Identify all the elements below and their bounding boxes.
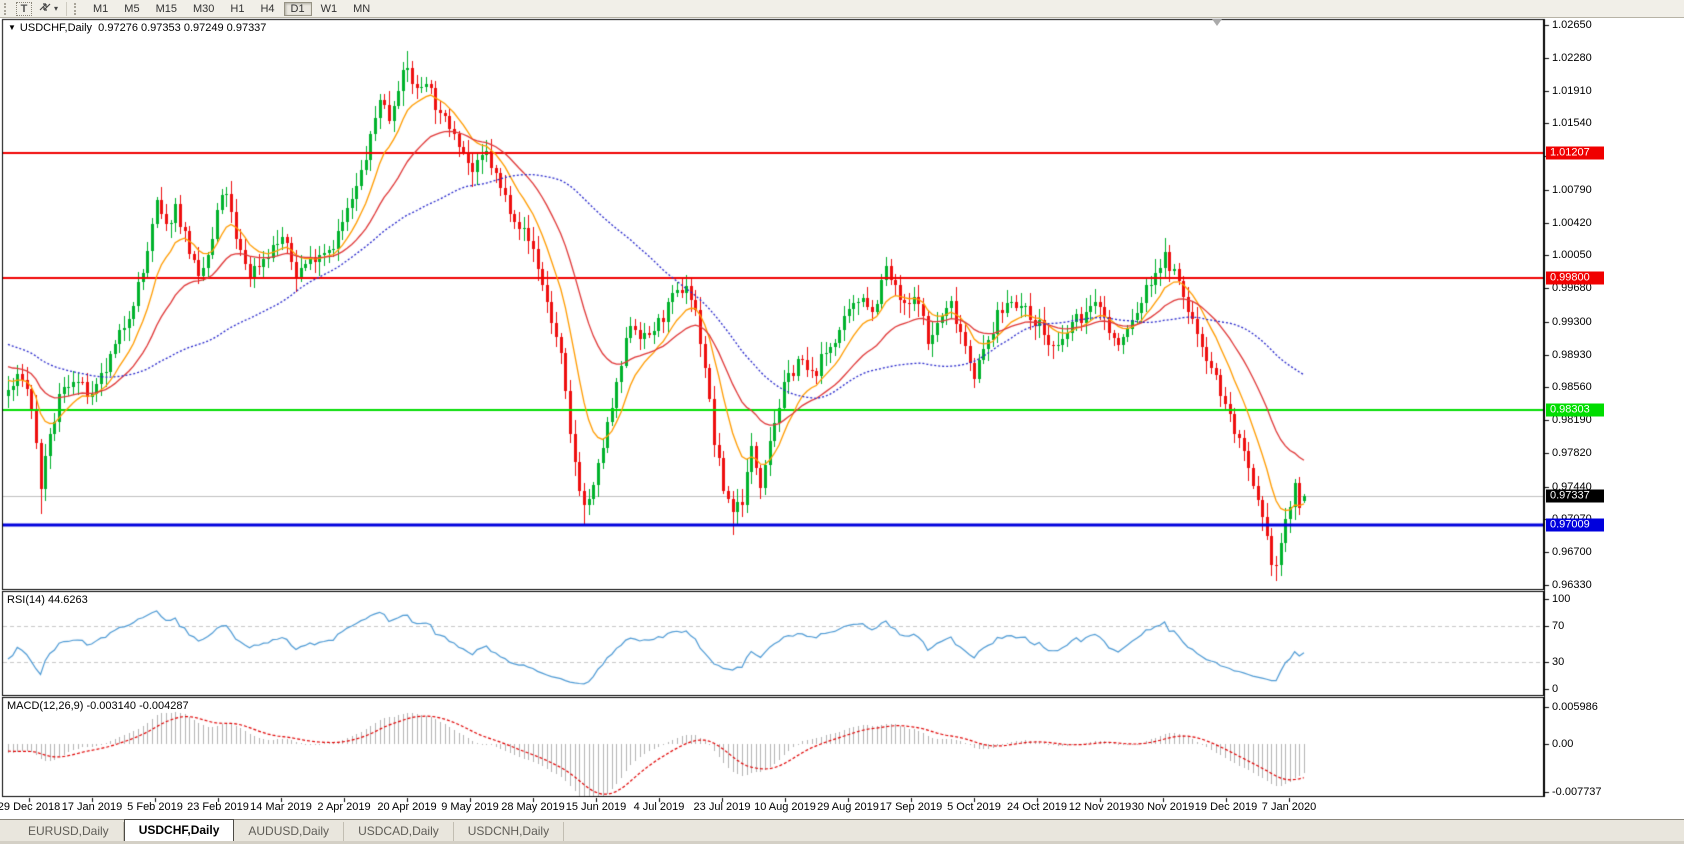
macd-tick-label: 0.005986 (1552, 700, 1598, 713)
pointer-tool-button[interactable]: ▾ (34, 2, 62, 16)
x-axis-date-label: 29 Dec 2018 (0, 801, 61, 813)
price-line-label[interactable]: 0.98303 (1546, 403, 1604, 417)
x-axis-date-label: 7 Jan 2020 (1261, 801, 1317, 813)
rsi-tick-label: 0 (1552, 682, 1559, 695)
x-axis-date-label: 2 Apr 2019 (317, 801, 371, 813)
x-axis-date-label: 28 May 2019 (501, 801, 565, 813)
toolbar-separator (66, 1, 68, 16)
macd-tick-label: 0.00 (1552, 738, 1574, 750)
toolbar: T ▾ M1 M5 M15 M30 H1 H4 D1 W1 MN (0, 0, 1684, 18)
y-axis-tick-label: 0.99680 (1552, 282, 1592, 295)
timeframe-button-h4[interactable]: H4 (260, 2, 275, 15)
timeframe-button-m5[interactable]: M5 (124, 2, 140, 15)
y-axis-tick-label: 0.99300 (1552, 315, 1592, 328)
x-axis-date-label: 5 Oct 2019 (947, 801, 1001, 813)
x-axis-date-label: 24 Oct 2019 (1007, 801, 1067, 813)
chart-tabs-bar: EURUSD,Daily USDCHF,Daily AUDUSD,Daily USDC… (0, 819, 1684, 841)
chart-canvas[interactable] (0, 18, 1684, 818)
pointer-tool-icon (38, 1, 52, 16)
y-axis-tick-label: 1.00420 (1552, 216, 1592, 229)
price-line-label[interactable]: 0.97009 (1546, 518, 1604, 532)
tab-usdchf-daily[interactable]: USDCHF,Daily (123, 819, 235, 841)
tab-eurusd-daily[interactable]: EURUSD,Daily (14, 822, 124, 841)
x-axis-date-label: 5 Feb 2019 (127, 801, 183, 813)
y-axis-tick-label: 0.96700 (1552, 546, 1592, 559)
price-line-label[interactable]: 1.01207 (1546, 146, 1604, 160)
timeframe-button-d1[interactable]: D1 (283, 1, 312, 16)
y-axis-tick-label: 1.02280 (1552, 51, 1592, 64)
tab-audusd-daily[interactable]: AUDUSD,Daily (234, 822, 345, 841)
y-axis-tick-label: 0.96330 (1552, 578, 1592, 591)
ohlc-high: 0.97353 (141, 22, 181, 34)
x-axis-date-label: 4 Jul 2019 (633, 801, 685, 813)
y-axis-tick-label: 1.01910 (1552, 84, 1592, 97)
y-axis-tick-label: 1.02650 (1552, 19, 1592, 31)
x-axis-date-label: 15 Jun 2019 (565, 801, 627, 813)
rsi-tick-label: 100 (1552, 592, 1571, 605)
chart-header: ▼ USDCHF,Daily 0.97276 0.97353 0.97249 0.… (8, 22, 266, 34)
timeframe-button-h1[interactable]: H1 (230, 2, 245, 15)
x-axis-date-label: 23 Feb 2019 (187, 801, 249, 813)
ohlc-close: 0.97337 (226, 22, 267, 34)
x-axis-date-label: 12 Nov 2019 (1068, 801, 1132, 813)
y-axis-tick-label: 1.01540 (1552, 117, 1592, 130)
y-axis-tick-label: 0.98930 (1552, 348, 1592, 361)
x-axis-date-label: 9 May 2019 (441, 801, 499, 813)
timeframe-button-w1[interactable]: W1 (320, 2, 338, 15)
x-axis-date-label: 23 Jul 2019 (693, 801, 751, 813)
current-price-label: 0.97337 (1546, 489, 1604, 503)
tab-usdcnh-daily[interactable]: USDCNH,Daily (454, 822, 565, 841)
x-axis-date-label: 17 Jan 2019 (61, 801, 123, 813)
symbol-title: USDCHF,Daily (19, 22, 93, 34)
text-tool-button[interactable]: T (16, 1, 32, 16)
ohlc-open: 0.97276 (98, 22, 138, 34)
price-line-label[interactable]: 0.99800 (1546, 271, 1604, 285)
x-axis-date-label: 30 Nov 2019 (1131, 801, 1195, 813)
shift-marker-icon[interactable] (1212, 19, 1222, 26)
x-axis-date-label: 19 Dec 2019 (1194, 801, 1258, 813)
y-axis-tick-label: 1.00790 (1552, 183, 1592, 196)
chevron-down-icon: ▾ (54, 4, 59, 13)
x-axis-date-label: 17 Sep 2019 (879, 801, 943, 813)
toolbar-grip[interactable] (74, 2, 80, 15)
rsi-label: RSI(14) 44.6263 (7, 594, 88, 606)
timeframe-button-m30[interactable]: M30 (192, 2, 215, 15)
timeframe-button-mn[interactable]: MN (353, 2, 371, 15)
tab-usdcad-daily[interactable]: USDCAD,Daily (344, 822, 454, 841)
toolbar-grip[interactable] (4, 2, 10, 15)
ohlc-low: 0.97249 (183, 22, 224, 34)
macd-tick-label: -0.007737 (1552, 786, 1602, 799)
y-axis-tick-label: 0.98560 (1552, 381, 1592, 394)
x-axis-date-label: 14 Mar 2019 (250, 801, 312, 813)
timeframe-button-m15[interactable]: M15 (155, 2, 177, 15)
rsi-tick-label: 30 (1552, 655, 1565, 668)
rsi-tick-label: 70 (1552, 619, 1565, 632)
x-axis-date-label: 10 Aug 2019 (754, 801, 816, 813)
y-axis-tick-label: 1.00050 (1552, 249, 1592, 262)
window-bottom-strip (0, 841, 1684, 844)
x-axis-date-label: 20 Apr 2019 (377, 801, 437, 813)
macd-label: MACD(12,26,9) -0.003140 -0.004287 (7, 700, 189, 712)
timeframe-button-m1[interactable]: M1 (93, 2, 109, 15)
symbol-collapse-icon[interactable]: ▼ (8, 23, 16, 32)
y-axis-tick-label: 0.97820 (1552, 446, 1592, 459)
y-axis-tick-label: 0.98190 (1552, 414, 1592, 427)
x-axis-date-label: 29 Aug 2019 (817, 801, 879, 813)
